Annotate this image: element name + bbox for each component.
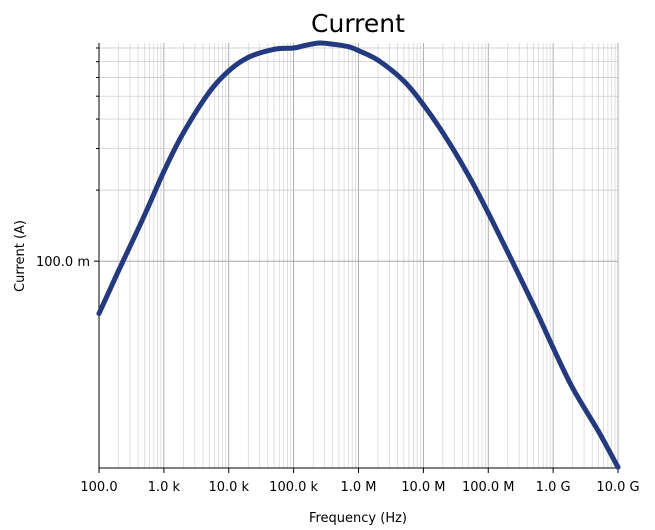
data-point: [346, 44, 351, 50]
y-tick-label: 100.0 m: [36, 255, 90, 270]
data-point: [570, 385, 576, 391]
x-tick-label: 10.0 M: [401, 480, 445, 495]
data-point: [330, 41, 336, 47]
x-tick-label: 100.0: [80, 480, 117, 495]
x-tick-label: 10.0 k: [208, 480, 249, 495]
data-point: [116, 268, 121, 274]
data-point: [505, 249, 511, 255]
x-tick-label: 1.0 M: [340, 480, 376, 495]
data-point: [226, 68, 232, 74]
x-tick-label: 1.0 G: [536, 480, 571, 495]
data-point: [356, 48, 361, 54]
data-point: [466, 173, 472, 179]
data-point: [550, 345, 556, 351]
data-point: [401, 78, 407, 84]
x-tick-label: 100.0 M: [462, 480, 515, 495]
ticks: 100.0 1.0 k 10.0 k 100.0 k 1.0 M 10.0 M 100.0 …: [36, 47, 640, 495]
data-point: [96, 311, 102, 316]
data-point: [531, 302, 537, 308]
grid: [98, 43, 619, 468]
x-tick-label: 100.0 k: [269, 480, 318, 495]
data-point: [485, 210, 491, 216]
x-tick-label: 1.0 k: [148, 480, 181, 495]
data-point: [615, 464, 621, 470]
data-point: [375, 57, 381, 63]
data-point: [180, 130, 186, 136]
data-point: [440, 130, 446, 136]
data-point: [206, 89, 212, 95]
data-point: [161, 168, 167, 174]
x-axis-label: Frequency (Hz): [309, 511, 407, 526]
chart-title: Current: [311, 9, 405, 38]
data-point: [245, 54, 251, 60]
data-point: [596, 428, 601, 434]
y-axis-label: Current (A): [13, 220, 28, 292]
series: [96, 40, 621, 470]
data-point: [420, 102, 426, 108]
data-point: [302, 43, 308, 48]
data-point: [291, 45, 297, 51]
x-tick-label: 10.0 G: [596, 480, 639, 495]
data-point: [141, 213, 147, 219]
data-point: [271, 46, 277, 52]
data-point: [316, 40, 322, 46]
